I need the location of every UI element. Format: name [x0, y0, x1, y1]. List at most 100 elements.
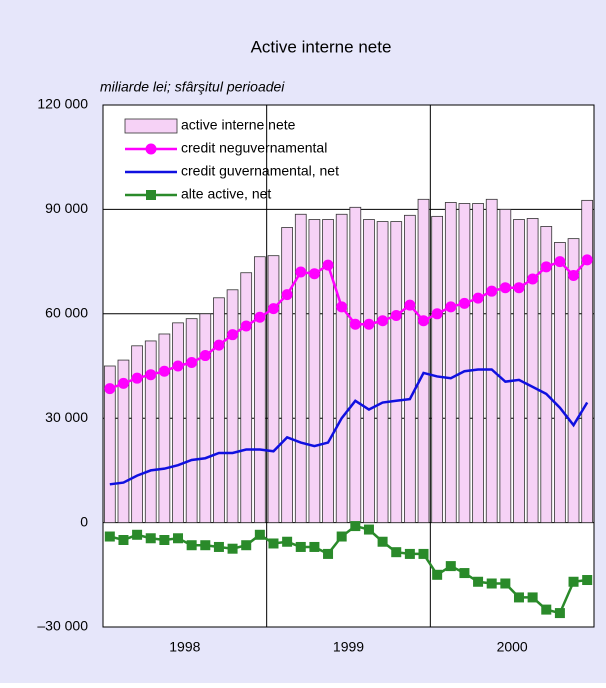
legend-marker: [145, 143, 157, 155]
point: [186, 357, 198, 369]
point: [172, 360, 184, 372]
bar: [472, 203, 484, 523]
point: [458, 297, 470, 309]
y-tick-label: 90 000: [45, 200, 88, 216]
bar: [431, 215, 444, 523]
point: [104, 383, 116, 395]
point: [568, 576, 579, 587]
legend-label: active interne nete: [181, 117, 296, 133]
point: [131, 372, 143, 384]
bar: [240, 272, 253, 523]
point: [445, 301, 457, 313]
bar: [417, 198, 430, 523]
point: [308, 268, 320, 280]
bar: [567, 238, 580, 523]
point: [145, 369, 157, 381]
point: [173, 533, 184, 544]
point: [513, 592, 524, 603]
y-tick-label: 60 000: [45, 305, 88, 321]
bar: [117, 359, 130, 524]
point: [241, 540, 252, 551]
point: [145, 533, 156, 544]
bar: [213, 297, 225, 523]
point: [472, 292, 484, 304]
point: [199, 350, 211, 362]
point: [186, 540, 197, 551]
point: [350, 521, 361, 532]
point: [159, 535, 170, 545]
bar: [226, 289, 239, 523]
point: [267, 303, 279, 315]
point: [527, 592, 538, 603]
bar: [172, 322, 184, 523]
x-group-label: 1998: [169, 639, 200, 655]
point: [582, 575, 593, 586]
point: [445, 561, 456, 572]
point: [200, 540, 211, 551]
point: [268, 538, 279, 549]
bar: [390, 221, 403, 523]
point: [540, 261, 552, 273]
point: [554, 256, 566, 268]
point: [213, 339, 225, 351]
bar: [158, 333, 171, 524]
point: [295, 541, 306, 552]
bar: [376, 221, 389, 523]
point: [390, 310, 402, 322]
y-tick-label: 0: [80, 513, 88, 529]
bar: [404, 214, 416, 523]
bar: [485, 198, 498, 523]
x-group-label: 1999: [333, 639, 364, 655]
point: [254, 529, 265, 540]
point: [432, 569, 443, 580]
point: [132, 529, 143, 540]
point: [104, 531, 115, 542]
point: [158, 365, 170, 377]
point: [418, 315, 430, 327]
point: [391, 547, 402, 558]
bar: [444, 202, 457, 524]
point: [473, 576, 484, 587]
plot-border: [102, 104, 595, 628]
legend-marker: [146, 190, 156, 200]
point: [336, 531, 347, 542]
point: [554, 608, 565, 619]
bar: [267, 255, 280, 523]
bar: [513, 219, 525, 524]
bar: [335, 213, 348, 524]
point: [282, 536, 293, 547]
point: [486, 285, 498, 297]
bar: [322, 219, 334, 524]
point: [295, 266, 307, 278]
bar: [185, 318, 198, 523]
point: [363, 524, 374, 535]
point: [227, 329, 239, 341]
point: [404, 299, 416, 311]
bar: [554, 242, 566, 524]
point: [431, 308, 443, 320]
point: [363, 318, 375, 330]
legend-label: alte active, net: [181, 186, 271, 202]
point: [254, 311, 266, 323]
bar: [349, 206, 362, 523]
point: [349, 318, 361, 330]
bar: [199, 313, 212, 523]
bar: [144, 340, 157, 524]
point: [418, 548, 429, 559]
point: [213, 541, 224, 552]
x-group-label: 2000: [497, 639, 528, 655]
point: [500, 578, 511, 589]
point: [513, 282, 525, 294]
bar: [294, 213, 307, 524]
point: [336, 301, 348, 313]
point: [377, 536, 388, 547]
y-tick-label: 30 000: [45, 409, 88, 425]
point: [281, 289, 293, 301]
point: [568, 270, 580, 282]
point: [486, 578, 497, 589]
bar: [540, 226, 553, 524]
legend-label: credit neguvernamental: [181, 140, 327, 156]
point: [404, 548, 415, 559]
point: [309, 541, 320, 552]
